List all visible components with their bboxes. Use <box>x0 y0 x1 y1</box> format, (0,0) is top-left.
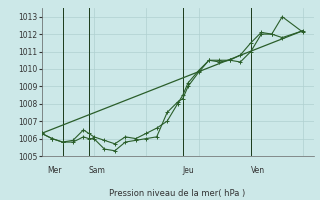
Text: Pression niveau de la mer( hPa ): Pression niveau de la mer( hPa ) <box>109 189 246 198</box>
Text: Mer: Mer <box>47 166 61 175</box>
Text: Jeu: Jeu <box>183 166 195 175</box>
Text: Ven: Ven <box>251 166 265 175</box>
Text: Sam: Sam <box>89 166 106 175</box>
